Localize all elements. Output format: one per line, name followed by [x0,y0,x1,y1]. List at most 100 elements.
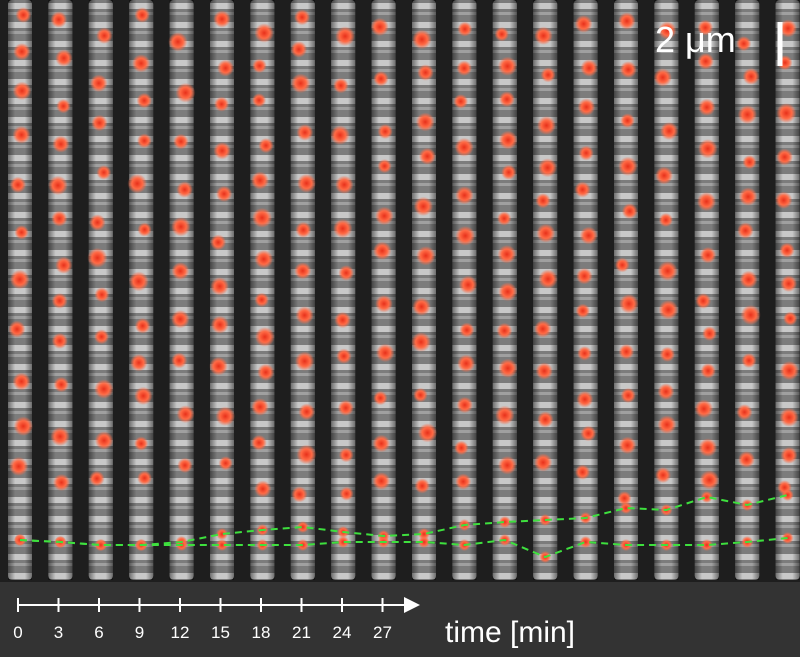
spot [498,282,518,302]
spot [51,293,68,309]
spot [48,175,68,196]
spot [780,447,798,464]
spot [618,343,635,360]
spot [498,516,511,528]
spot [9,456,29,476]
spot [657,383,675,400]
fluorescent-spots [8,7,800,563]
spot [213,142,231,160]
tick-label: 24 [333,623,352,642]
spot [13,43,31,61]
spot [700,539,713,551]
spot [699,246,717,264]
spot [254,292,269,308]
spot [577,98,596,116]
spot [177,457,193,473]
spot [579,536,592,548]
spot [53,376,70,393]
tick-label: 27 [373,623,392,642]
spot [171,262,190,280]
strip-shade [654,0,679,580]
spot [574,464,591,480]
spot [373,71,389,87]
spot [534,26,553,45]
spot [134,7,150,23]
spot [9,176,27,193]
spot [575,303,590,319]
spot [698,139,718,159]
spot [417,64,434,81]
spot [294,9,311,26]
spot [94,287,110,303]
spot [495,405,515,425]
spot [213,10,231,28]
strip-shade [614,0,638,580]
spot [136,92,152,109]
tick-label: 9 [135,623,144,642]
spot [653,68,672,87]
spot [699,470,720,490]
spot [373,390,388,406]
spot [534,320,552,338]
spot [130,354,148,372]
spot [618,12,636,30]
spot [337,536,350,548]
spot [330,125,350,145]
spot [136,133,152,149]
spot [456,60,472,76]
strip-shade [533,0,558,580]
spot [252,207,273,228]
spot [254,23,274,43]
spot [250,171,270,190]
spot [134,318,151,334]
spot [377,123,393,140]
trajectories [19,494,788,559]
spot [251,434,267,451]
spot [333,218,353,239]
spot [780,275,797,292]
spot [291,486,308,503]
spot [414,478,430,494]
spot [134,436,149,451]
spot [171,310,190,329]
spot [742,155,757,170]
strip-shade [735,0,760,580]
spot [52,473,71,492]
spot [175,82,196,103]
spot [50,426,70,447]
spot [128,271,149,292]
spot [621,203,638,220]
spot [216,539,228,551]
spot [497,211,512,226]
spot [127,173,147,194]
tick-label: 21 [292,623,311,642]
spot [779,242,795,258]
spot [457,354,476,373]
spot [453,94,469,109]
spot [339,486,354,501]
spot [214,96,230,112]
spot [655,467,671,484]
spot [496,322,513,339]
spot [55,256,73,274]
spot [740,304,761,325]
spot [694,399,714,419]
spot [497,244,517,264]
spot [254,249,274,269]
spot [51,210,68,227]
trajectory [19,537,788,559]
spot [535,362,553,380]
tick-label: 12 [171,623,190,642]
spot [372,472,391,490]
spot [370,17,389,36]
tick-label: 15 [211,623,230,642]
spot [741,353,757,369]
spot [739,270,758,289]
spot [413,387,428,403]
spot [618,156,638,177]
tick-label: 0 [13,623,22,642]
spot [416,246,436,266]
spot [252,93,267,108]
spot [13,416,34,436]
spot [536,223,556,243]
